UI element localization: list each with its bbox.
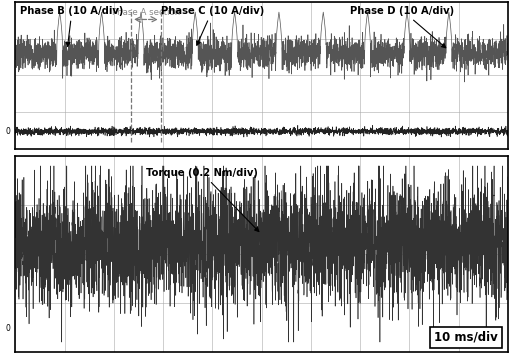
Text: Phase B (10 A/div): Phase B (10 A/div) <box>21 6 124 46</box>
Text: 0: 0 <box>6 127 10 136</box>
Text: Phase D (10 A/div): Phase D (10 A/div) <box>350 6 455 48</box>
Text: Phase C (10 A/div): Phase C (10 A/div) <box>161 6 264 45</box>
Text: Phase A section: Phase A section <box>112 8 180 17</box>
Text: 0: 0 <box>6 324 10 333</box>
Text: Torque (0.2 Nm/div): Torque (0.2 Nm/div) <box>146 168 259 232</box>
Text: 10 ms/div: 10 ms/div <box>435 331 498 344</box>
